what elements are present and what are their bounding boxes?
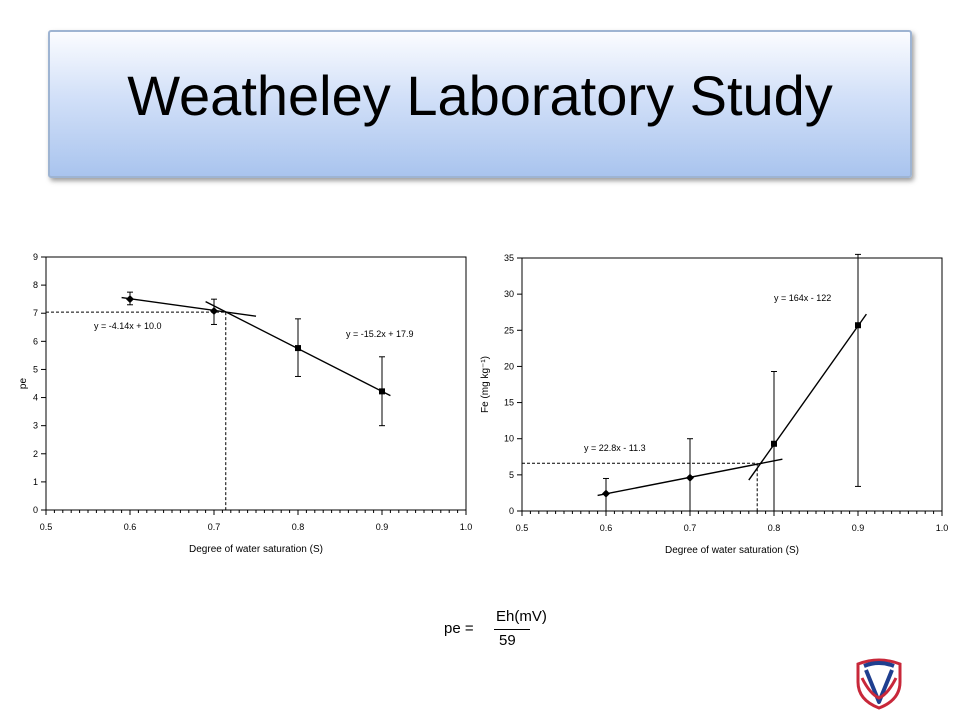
fe-chart: 0.5 0.6 0.7 0.8 0.9 1.0 0 5 10 15 20 25 30 35 Degree o… [480,253,949,556]
y-tick-label: 30 [504,289,514,299]
y-tick-label: 8 [33,280,38,290]
y-tick-label: 6 [33,336,38,346]
y-tick-label: 25 [504,325,514,335]
x-tick-label: 0.9 [376,522,389,532]
x-tick-label: 0.8 [768,523,781,533]
x-tick-label: 1.0 [936,523,949,533]
plot-area [521,257,943,512]
trend-line [748,313,867,481]
slide-title: Weatheley Laboratory Study [127,64,833,127]
data-point [855,322,861,329]
trend-equation-label: y = 164x - 122 [774,293,831,303]
data-point [379,388,385,395]
formula-lhs: pe = [444,620,474,637]
y-tick-label: 1 [33,477,38,487]
plot-area [45,256,467,511]
data-point [295,345,301,352]
x-tick-label: 0.7 [684,523,697,533]
formula-numerator: Eh(mV) [496,608,547,625]
y-tick-label: 0 [33,505,38,515]
data-point [771,440,777,447]
data-point [686,473,694,482]
formula-fraction-bar [494,629,530,630]
x-tick-label: 0.7 [208,522,221,532]
formula-denominator: 59 [499,632,516,649]
y-tick-label: 10 [504,434,514,444]
y-tick-label: 7 [33,308,38,318]
data-point [126,295,134,304]
y-axis-label: Fe (mg kg⁻¹) [480,356,491,413]
title-banner [48,30,912,178]
y-tick-label: 5 [33,364,38,374]
y-tick-label: 15 [504,398,514,408]
x-axis-label: Degree of water saturation (S) [189,544,323,555]
trend-equation-label: y = -4.14x + 10.0 [94,321,162,331]
trend-equation-label: y = 22.8x - 11.3 [584,443,646,453]
x-tick-label: 0.5 [40,522,53,532]
y-tick-label: 2 [33,449,38,459]
data-point [210,306,218,315]
x-tick-label: 0.5 [516,523,529,533]
y-tick-label: 3 [33,421,38,431]
trend-equation-label: y = -15.2x + 17.9 [346,329,414,339]
x-tick-label: 1.0 [460,522,473,532]
x-tick-label: 0.6 [600,523,613,533]
y-tick-label: 20 [504,361,514,371]
pe-formula: pe = Eh(mV) 59 [444,608,547,652]
trend-line [121,296,257,317]
y-tick-label: 4 [33,393,38,403]
y-tick-label: 9 [33,252,38,262]
x-tick-label: 0.6 [124,522,137,532]
pe-chart: 0.5 0.6 0.7 0.8 0.9 1.0 0 1 2 3 4 5 6 7 8 9 Degree of wa… [18,252,473,555]
y-tick-label: 0 [509,506,514,516]
x-tick-label: 0.9 [852,523,865,533]
y-axis-label: pe [18,378,29,390]
x-axis-label: Degree of water saturation (S) [665,545,799,556]
data-point [602,489,610,498]
x-tick-label: 0.8 [292,522,305,532]
university-logo-icon [856,658,902,710]
y-tick-label: 5 [509,470,514,480]
y-tick-label: 35 [504,253,514,263]
